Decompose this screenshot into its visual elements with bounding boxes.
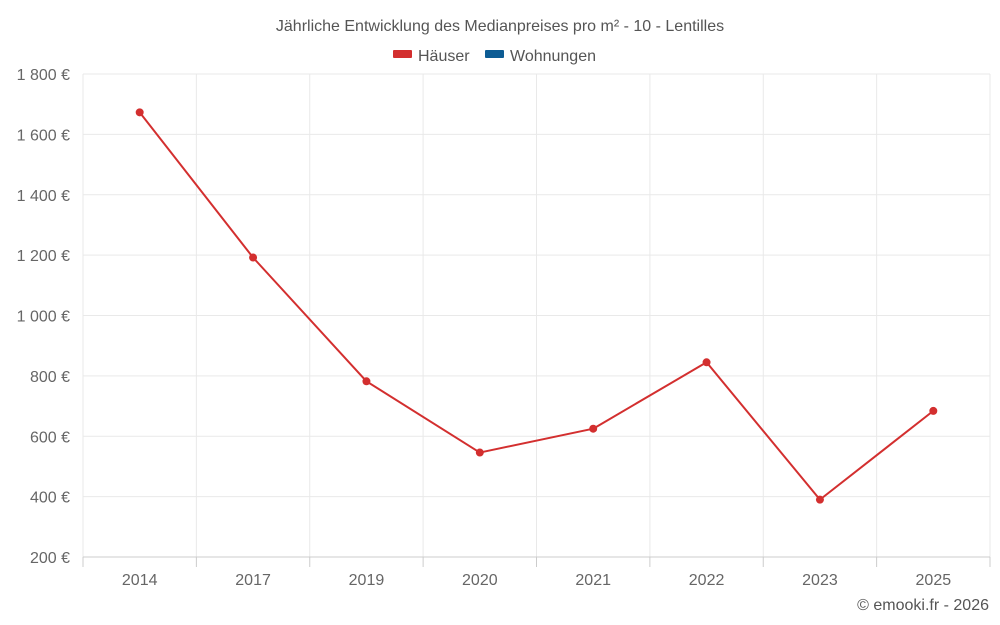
series-layer bbox=[135, 108, 938, 504]
data-point[interactable] bbox=[249, 253, 258, 262]
y-tick-label: 1 600 € bbox=[17, 127, 70, 144]
legend-swatch-wohnungen[interactable] bbox=[485, 50, 504, 58]
data-point[interactable] bbox=[702, 358, 711, 367]
data-point[interactable] bbox=[135, 108, 144, 117]
legend-label-haeuser[interactable]: Häuser bbox=[418, 48, 470, 65]
data-point[interactable] bbox=[589, 424, 598, 433]
y-tick-label: 400 € bbox=[30, 490, 70, 507]
x-tick-label: 2021 bbox=[575, 572, 611, 589]
x-tick-label: 2022 bbox=[689, 572, 725, 589]
x-tick-label: 2023 bbox=[802, 572, 838, 589]
y-tick-label: 600 € bbox=[30, 429, 70, 446]
y-tick-label: 200 € bbox=[30, 550, 70, 567]
data-point[interactable] bbox=[815, 495, 824, 504]
y-tick-label: 1 200 € bbox=[17, 248, 70, 265]
legend: Häuser Wohnungen bbox=[393, 48, 596, 65]
data-point[interactable] bbox=[475, 448, 484, 457]
credit-text: © emooki.fr - 2026 bbox=[857, 597, 989, 614]
x-tick-label: 2014 bbox=[122, 572, 158, 589]
x-tick-label: 2019 bbox=[349, 572, 385, 589]
grid-horizontal bbox=[83, 73, 990, 498]
legend-label-wohnungen[interactable]: Wohnungen bbox=[510, 48, 596, 65]
x-tick-label: 2020 bbox=[462, 572, 498, 589]
data-point[interactable] bbox=[362, 377, 371, 386]
series-line-0 bbox=[138, 111, 934, 501]
chart-title: Jährliche Entwicklung des Medianpreises … bbox=[276, 18, 724, 35]
y-tick-label: 1 400 € bbox=[17, 188, 70, 205]
y-tick-label: 1 000 € bbox=[17, 309, 70, 326]
y-tick-label: 800 € bbox=[30, 369, 70, 386]
legend-swatch-haeuser[interactable] bbox=[393, 50, 412, 58]
x-tick-label: 2025 bbox=[916, 572, 952, 589]
data-point[interactable] bbox=[929, 406, 938, 415]
x-tick-label: 2017 bbox=[235, 572, 271, 589]
x-axis-ticks: 2014 2017 2019 2020 2021 2022 2023 2025 bbox=[82, 557, 991, 589]
y-axis-ticks: 200 € 400 € 600 € 800 € 1 000 € 1 200 € 1 400 … bbox=[17, 67, 70, 567]
y-tick-label: 1 800 € bbox=[17, 67, 70, 84]
